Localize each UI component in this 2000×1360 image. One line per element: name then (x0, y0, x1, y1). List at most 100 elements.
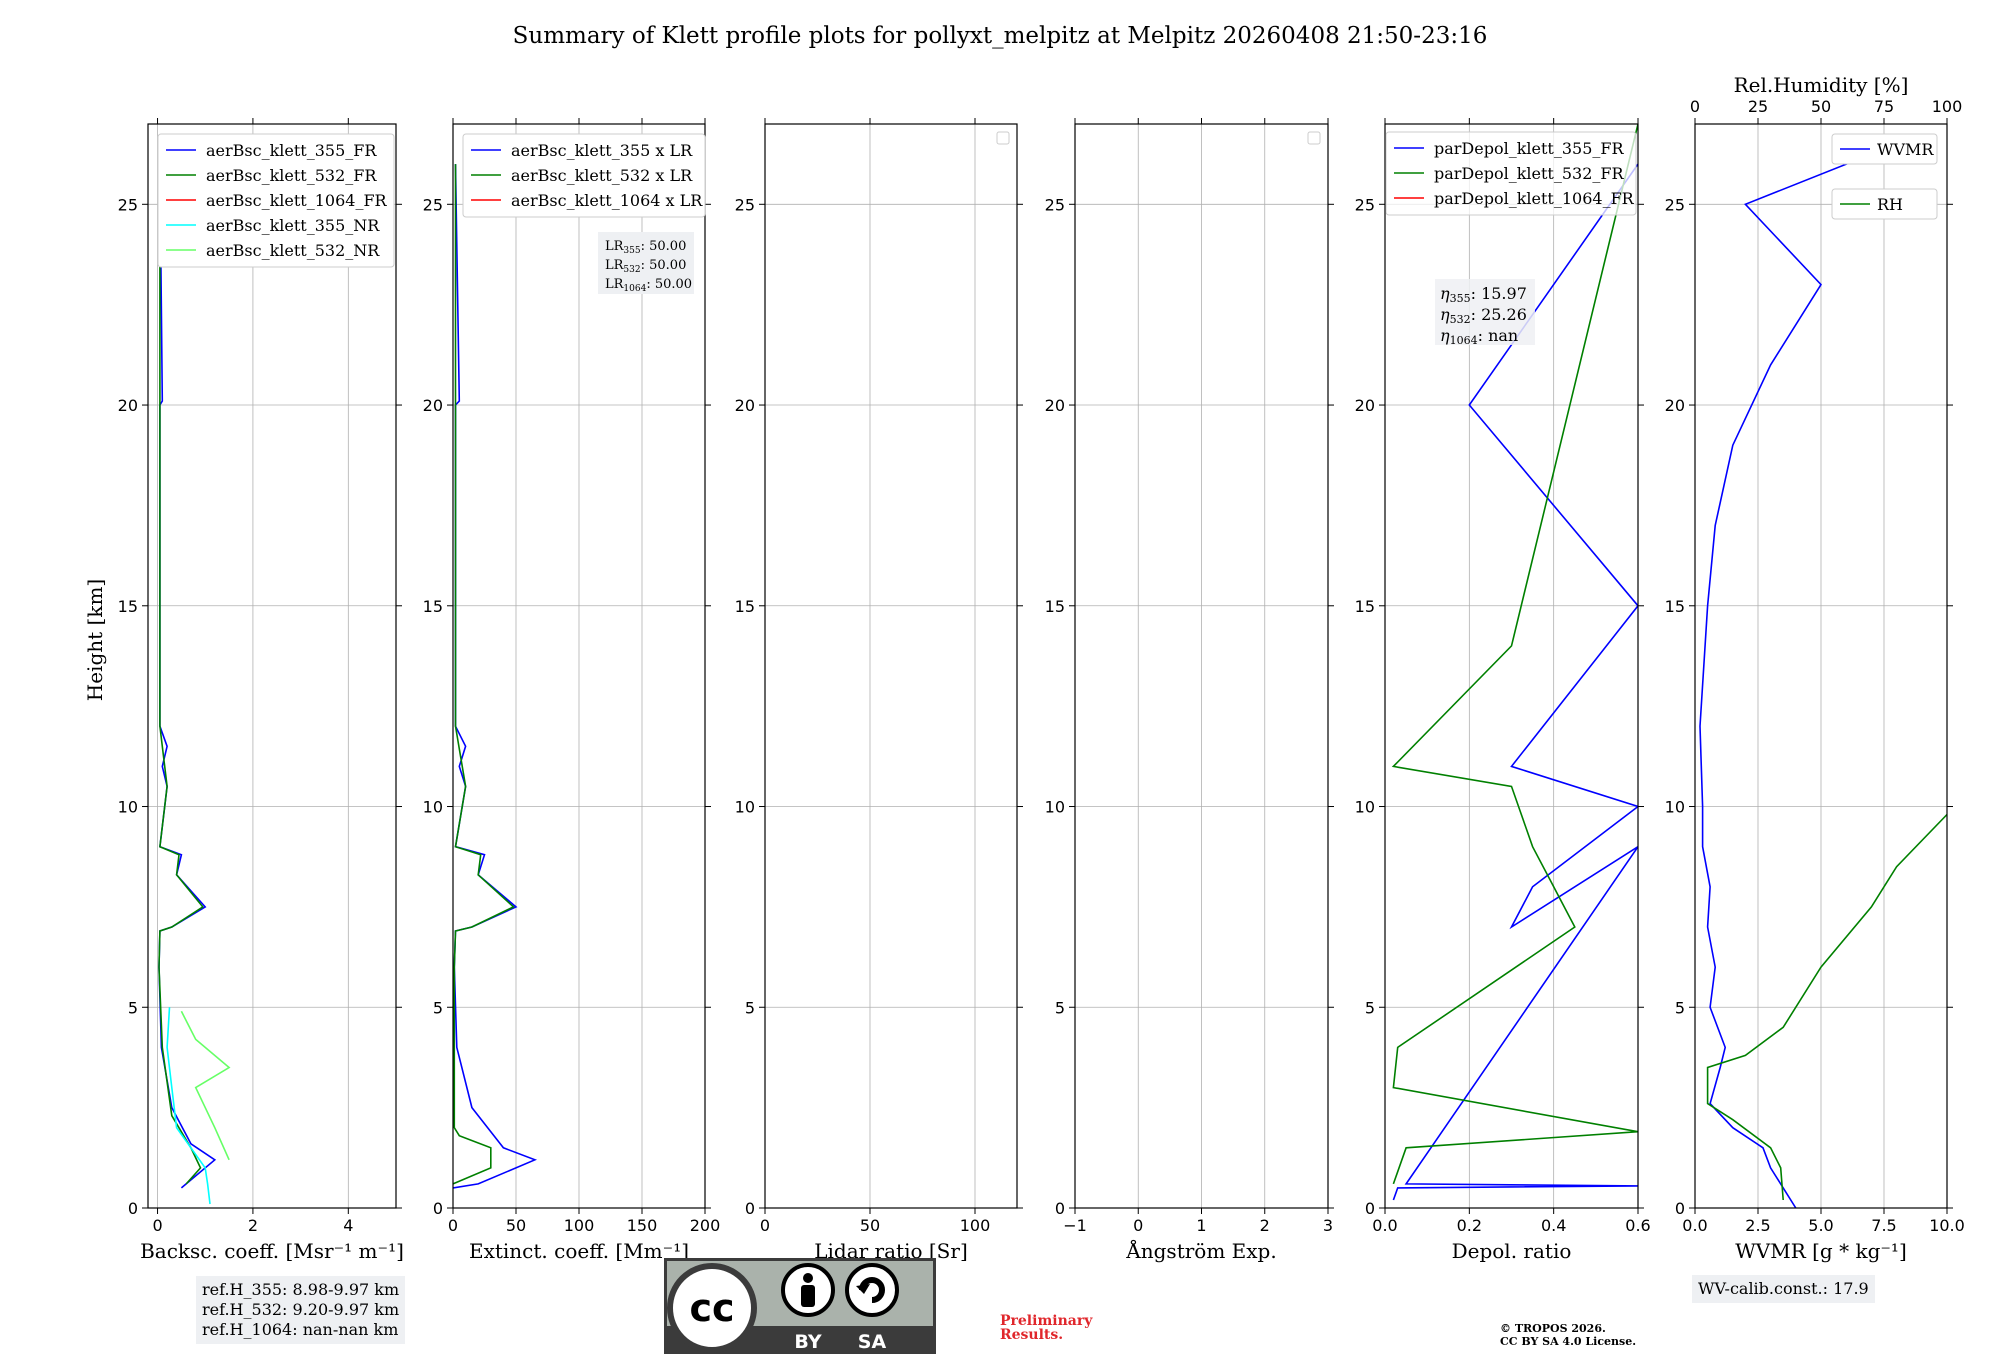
y-tick-label: 5 (1055, 998, 1065, 1017)
top-x-tick-label: 50 (1811, 97, 1831, 116)
x-tick-label: 3 (1323, 1216, 1333, 1235)
wv-calib-box: WV-calib.const.: 17.9 (1692, 1275, 1875, 1303)
y-tick-label: 0 (128, 1199, 138, 1218)
y-tick-label: 15 (1045, 597, 1065, 616)
y-tick-label: 20 (735, 396, 755, 415)
y-tick-label: 10 (423, 798, 443, 817)
legend-entry: aerBsc_klett_532_FR (206, 166, 377, 185)
y-tick-label: 10 (1665, 798, 1685, 817)
x-tick-label: 50 (506, 1216, 526, 1235)
top-x-tick-label: 75 (1874, 97, 1894, 116)
x-tick-label: 2 (248, 1216, 258, 1235)
x-tick-label: 0.6 (1625, 1216, 1650, 1235)
x-axis-label: Extinct. coeff. [Mm⁻¹] (469, 1239, 689, 1263)
y-tick-label: 5 (433, 998, 443, 1017)
x-tick-label: 200 (690, 1216, 721, 1235)
wv-calib-text: WV-calib.const.: 17.9 (1698, 1279, 1869, 1298)
axes-frame (1384, 123, 1639, 1209)
legend-entry: aerBsc_klett_532_NR (206, 241, 380, 260)
panel-bsc: 0 2 4 0 5 10 15 20 25 Backsc. coeff. [Msr⁻¹ m⁻¹] a… (118, 118, 404, 1263)
axes-frame (764, 123, 1018, 1209)
y-tick-label: 5 (1365, 998, 1375, 1017)
y-tick-label: 0 (1675, 1199, 1685, 1218)
x-tick-label: 0.4 (1541, 1216, 1566, 1235)
svg-text:cc: cc (689, 1286, 734, 1330)
legend-entry: aerBsc_klett_355_NR (206, 216, 380, 235)
x-tick-label: 7.5 (1871, 1216, 1896, 1235)
series-line-RH (1706, 813, 1947, 1201)
empty-legend-box (1307, 131, 1321, 145)
legend-entry: aerBsc_klett_355 x LR (511, 141, 693, 160)
x-tick-label: 100 (960, 1216, 991, 1235)
preliminary-line-2: Results. (1000, 1327, 1064, 1343)
x-tick-label: 100 (564, 1216, 595, 1235)
y-tick-label: 20 (1665, 396, 1685, 415)
axes-frame (147, 123, 397, 1209)
y-tick-label: 5 (1675, 998, 1685, 1017)
legend-entry: aerBsc_klett_532 x LR (511, 166, 693, 185)
x-tick-label: 0.0 (1682, 1216, 1707, 1235)
y-tick-label: 10 (1045, 798, 1065, 817)
y-tick-label: 10 (735, 798, 755, 817)
x-tick-label: 0 (760, 1216, 770, 1235)
legend-box (1831, 133, 1938, 165)
y-tick-label: 20 (423, 396, 443, 415)
x-tick-label: 0.0 (1372, 1216, 1397, 1235)
x-axis-label: Ångström Exp. (1125, 1238, 1276, 1263)
y-tick-label: 15 (735, 597, 755, 616)
y-tick-label: 5 (128, 998, 138, 1017)
ref-height-532: ref.H_532: 9.20-9.97 km (202, 1300, 400, 1319)
series-line-aerBsc_klett_532 x LR (453, 164, 515, 1185)
y-tick-label: 10 (1355, 798, 1375, 817)
y-axis-label: Height [km] (83, 579, 107, 701)
y-tick-label: 20 (1355, 396, 1375, 415)
series-line-aerBsc_klett_532_FR (158, 164, 204, 1185)
x-tick-label: 0 (152, 1216, 162, 1235)
eta-entry: η532: 25.26 (1440, 305, 1527, 326)
empty-legend-box (996, 131, 1010, 145)
x-tick-label: 0 (448, 1216, 458, 1235)
preliminary-note: Preliminary Results. (1000, 1314, 1092, 1342)
legend-box (1831, 188, 1938, 220)
lidar-ratio-entry: LR355: 50.00 (605, 239, 686, 256)
cc-by-label: BY (794, 1331, 821, 1353)
series-line-aerBsc_klett_355_NR (166, 1007, 211, 1205)
x-tick-label: 0 (1133, 1216, 1143, 1235)
cc-circle-icon (667, 1263, 757, 1353)
y-tick-label: 15 (423, 597, 443, 616)
lidar-ratio-entry: LR532: 50.00 (605, 258, 686, 275)
top-x-axis-label: Rel.Humidity [%] (1734, 73, 1909, 97)
legend-box (462, 133, 706, 218)
y-tick-label: 25 (118, 195, 138, 214)
ref-height-355: ref.H_355: 8.98-9.97 km (202, 1280, 400, 1299)
x-axis-label: WVMR [g * kg⁻¹] (1735, 1239, 1907, 1263)
x-tick-label: 4 (343, 1216, 353, 1235)
x-tick-label: 50 (860, 1216, 880, 1235)
legend-entry: parDepol_klett_1064_FR (1434, 189, 1635, 208)
x-tick-label: −1 (1063, 1216, 1087, 1235)
y-tick-label: 10 (118, 798, 138, 817)
series-group (1699, 143, 1947, 1208)
y-tick-label: 0 (1365, 1199, 1375, 1218)
preliminary-line-1: Preliminary (1000, 1313, 1093, 1329)
y-tick-label: 25 (1665, 195, 1685, 214)
y-tick-label: 5 (745, 998, 755, 1017)
series-group (158, 164, 231, 1205)
legend-entry: aerBsc_klett_1064_FR (206, 191, 388, 210)
lidar-ratio-entry: LR1064: 50.00 (605, 277, 692, 294)
legend-entry: WVMR (1877, 140, 1934, 159)
x-axis-label: Depol. ratio (1452, 1239, 1572, 1263)
top-x-tick-label: 25 (1748, 97, 1768, 116)
panel-ext: 0 50 100 150 200 0 5 10 15 20 25 Extinct. coeff. [M… (423, 118, 721, 1263)
x-tick-label: 5.0 (1808, 1216, 1833, 1235)
legend-entry: aerBsc_klett_1064 x LR (511, 191, 703, 210)
copyright-line-1: © TROPOS 2026. (1500, 1322, 1606, 1335)
x-tick-label: 1 (1196, 1216, 1206, 1235)
y-tick-label: 25 (1355, 195, 1375, 214)
cc-sa-label: SA (858, 1331, 887, 1353)
panel-wv: 0.0 2.5 5.0 7.5 10.0 0 5 10 15 20 25 WVMR [g * kg⁻¹… (1665, 73, 1965, 1263)
share-alike-icon (845, 1263, 899, 1317)
x-tick-label: 2 (1260, 1216, 1270, 1235)
y-tick-label: 20 (1045, 396, 1065, 415)
